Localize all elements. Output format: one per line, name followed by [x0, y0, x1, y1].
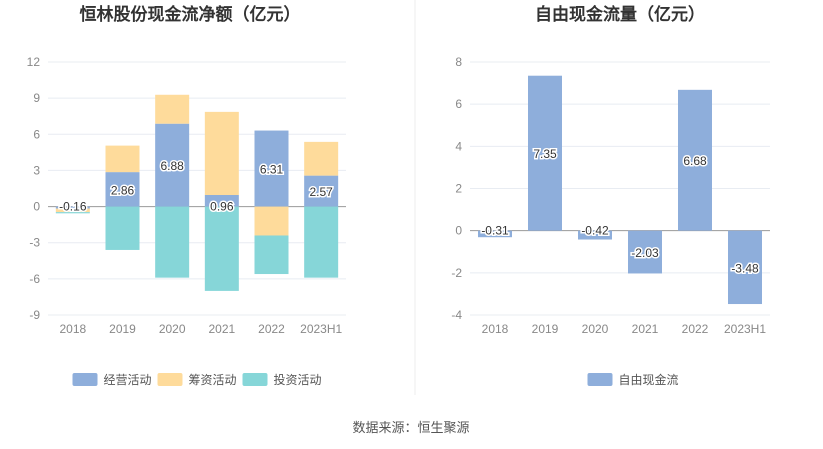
y-tick-label: 4 — [455, 139, 462, 153]
y-tick-label: -4 — [451, 308, 462, 322]
x-tick-label: 2022 — [682, 322, 709, 336]
bar-经营活动 — [204, 195, 239, 207]
chart-title: 恒林股份现金流净额（亿元） — [80, 4, 301, 24]
bar-自由现金流 — [678, 89, 712, 231]
legend-swatch[interactable] — [157, 373, 183, 386]
x-tick-label: 2019 — [109, 322, 136, 336]
bar-投资活动 — [204, 206, 239, 291]
y-tick-label: -9 — [29, 308, 40, 322]
y-tick-label: 0 — [33, 200, 40, 214]
bar-筹资活动 — [304, 141, 339, 176]
bar-自由现金流 — [728, 230, 762, 305]
x-tick-label: 2023H1 — [724, 322, 766, 336]
legend-label[interactable]: 经营活动 — [104, 373, 152, 387]
bar-经营活动 — [304, 175, 339, 207]
bar-自由现金流 — [628, 230, 662, 274]
y-tick-label: 8 — [455, 55, 462, 69]
legend-label[interactable]: 筹资活动 — [189, 373, 237, 387]
y-tick-label: 2 — [455, 182, 462, 196]
bar-经营活动 — [254, 130, 289, 207]
y-tick-label: 6 — [455, 97, 462, 111]
y-tick-label: 6 — [33, 127, 40, 141]
bar-筹资活动 — [254, 206, 289, 236]
source-note: 数据来源：恒生聚源 — [352, 420, 469, 435]
bar-筹资活动 — [55, 208, 90, 213]
legend-swatch[interactable] — [72, 373, 98, 386]
bar-筹资活动 — [204, 111, 239, 196]
y-tick-label: 0 — [455, 224, 462, 238]
legend-label[interactable]: 自由现金流 — [619, 372, 679, 387]
x-tick-label: 2022 — [258, 322, 285, 336]
data-label: 2.57 — [309, 185, 333, 199]
y-tick-label: 9 — [33, 91, 40, 105]
data-label: 6.88 — [160, 159, 184, 173]
x-tick-label: 2021 — [632, 322, 659, 336]
x-tick-label: 2018 — [59, 322, 86, 336]
bar-投资活动 — [55, 212, 90, 214]
data-label: 0.96 — [210, 200, 234, 214]
bar-投资活动 — [304, 206, 339, 278]
data-label: -0.31 — [481, 224, 509, 238]
chart-title: 自由现金流量（亿元） — [535, 4, 705, 24]
y-tick-label: -6 — [29, 272, 40, 286]
data-label: -2.03 — [631, 246, 659, 260]
x-tick-label: 2021 — [208, 322, 235, 336]
bar-经营活动 — [105, 172, 140, 207]
x-tick-label: 2018 — [482, 322, 509, 336]
bar-投资活动 — [155, 206, 190, 278]
bar-经营活动 — [155, 123, 190, 207]
data-label: -0.42 — [581, 224, 609, 238]
x-tick-label: 2020 — [159, 322, 186, 336]
data-label: -3.48 — [731, 261, 759, 275]
data-label: 6.68 — [683, 154, 707, 168]
data-label: 6.31 — [260, 163, 284, 177]
x-tick-label: 2020 — [582, 322, 609, 336]
legend-label[interactable]: 投资活动 — [274, 372, 322, 387]
legend-swatch[interactable] — [587, 373, 613, 386]
bar-筹资活动 — [105, 145, 140, 173]
data-label: 7.35 — [533, 147, 557, 161]
y-tick-label: 12 — [27, 55, 41, 69]
bar-筹资活动 — [155, 94, 190, 124]
legend-swatch[interactable] — [242, 373, 268, 386]
bar-自由现金流 — [478, 230, 512, 238]
data-label: 2.86 — [111, 183, 135, 197]
bar-经营活动 — [55, 206, 90, 209]
x-tick-label: 2019 — [532, 322, 559, 336]
bar-投资活动 — [105, 206, 140, 250]
x-tick-label: 2023H1 — [300, 322, 342, 336]
y-tick-label: -2 — [451, 266, 462, 280]
y-tick-label: -3 — [29, 236, 40, 250]
bar-投资活动 — [254, 235, 289, 275]
data-label: -0.16 — [59, 200, 87, 214]
bar-自由现金流 — [528, 75, 562, 231]
bar-自由现金流 — [578, 230, 612, 240]
y-tick-label: 3 — [33, 163, 40, 177]
